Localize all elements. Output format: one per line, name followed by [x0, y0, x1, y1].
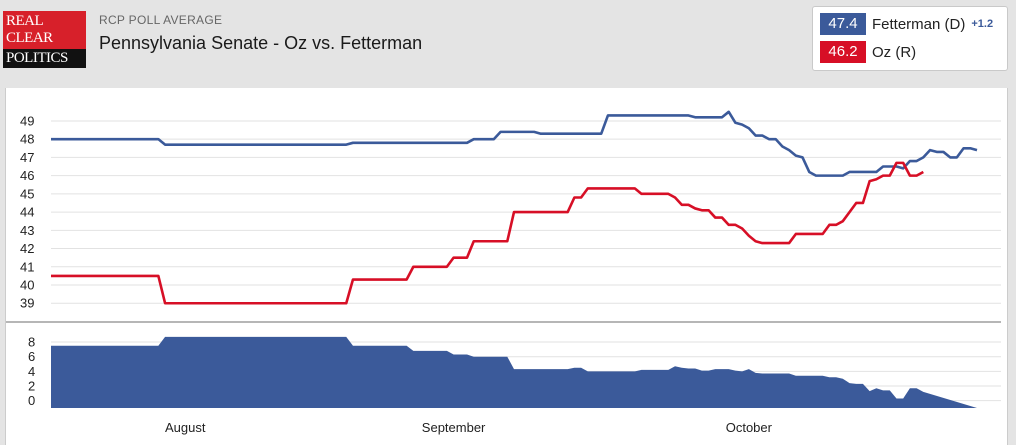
y-tick-label: 45: [20, 186, 34, 201]
y-tick-label: 39: [20, 296, 34, 311]
y-tick-label: 4: [28, 364, 35, 379]
y-tick-label: 47: [20, 150, 34, 165]
x-tick-label: September: [422, 420, 486, 435]
fetterman-line: [51, 110, 978, 177]
chart-kicker: RCP POLL AVERAGE: [99, 13, 223, 27]
y-tick-label: 42: [20, 241, 34, 256]
chart-panel: 39 40 41 42 43 44 45 46 47 48 49 0 2 4 6 8 August Septemb…: [5, 88, 1008, 445]
legend-item-fetterman: 47.4 Fetterman (D) +1.2: [820, 13, 993, 35]
legend: 47.4 Fetterman (D) +1.2 46.2 Oz (R): [812, 6, 1008, 71]
rcp-logo[interactable]: REAL CLEAR POLITICS: [3, 11, 86, 68]
y-tick-label: 40: [20, 278, 34, 293]
y-tick-label: 8: [28, 335, 35, 350]
y-tick-label: 2: [28, 379, 35, 394]
logo-text-line: CLEAR: [6, 30, 53, 46]
legend-item-oz: 46.2 Oz (R): [820, 41, 916, 63]
header: REAL CLEAR POLITICS RCP POLL AVERAGE Pen…: [0, 0, 1016, 86]
y-tick-label: 44: [20, 205, 34, 220]
y-tick-label: 41: [20, 259, 34, 274]
y-tick-label: 49: [20, 113, 34, 128]
y-tick-label: 48: [20, 132, 34, 147]
legend-spread: +1.2: [971, 18, 994, 30]
legend-value-badge: 47.4: [820, 13, 866, 35]
chart-title: Pennsylvania Senate - Oz vs. Fetterman: [99, 33, 423, 53]
x-tick-label: October: [726, 420, 773, 435]
legend-value-badge: 46.2: [820, 41, 866, 63]
oz-line: [51, 161, 924, 305]
logo-text-line: REAL: [6, 13, 44, 29]
spread-area: [51, 336, 977, 408]
x-tick-label: August: [165, 420, 206, 435]
y-tick-label: 43: [20, 223, 34, 238]
legend-candidate-name: Fetterman (D): [872, 15, 966, 33]
logo-band: [3, 49, 86, 68]
logo-text-line: POLITICS: [6, 50, 68, 66]
y-tick-label: 46: [20, 168, 34, 183]
legend-candidate-name: Oz (R): [872, 43, 917, 61]
y-tick-label: 0: [28, 393, 35, 408]
y-tick-label: 6: [28, 349, 35, 364]
